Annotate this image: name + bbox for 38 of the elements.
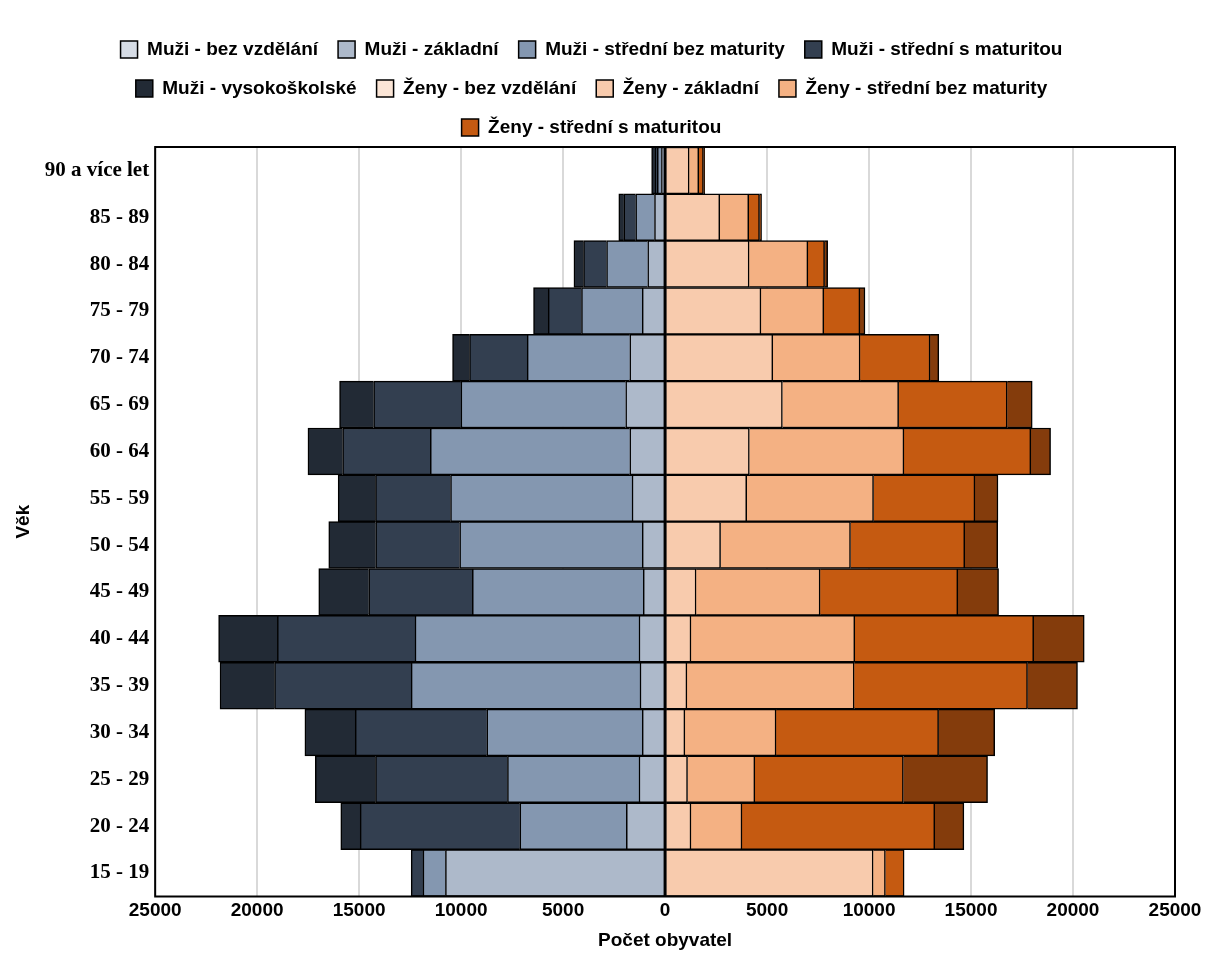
y-tick-label: 70 - 74	[89, 344, 150, 369]
y-tick-label: 40 - 44	[89, 625, 150, 650]
x-axis-title: Počet obyvatel	[598, 928, 733, 950]
x-tick-label: 20000	[1046, 899, 1100, 921]
legend-label: Muži - základní	[364, 37, 500, 59]
y-tick-label: 85 - 89	[89, 203, 150, 228]
legend-label: Muži - střední bez maturity	[545, 37, 786, 59]
x-tick-label: 15000	[944, 899, 998, 921]
legend-label: Muži - střední s maturitou	[831, 37, 1063, 59]
x-tick-label: 15000	[332, 899, 386, 921]
legend-label: Muži - vysokoškolské	[162, 76, 357, 98]
x-tick-label: 20000	[230, 899, 284, 921]
legend-label: Muži - bez vzdělání	[147, 37, 319, 59]
x-tick-label: 25000	[1148, 899, 1202, 921]
y-axis-title: Věk	[11, 504, 33, 539]
y-tick-label: 75 - 79	[89, 297, 150, 322]
x-tick-label: 0	[659, 899, 671, 921]
y-tick-label: 55 - 59	[89, 484, 150, 509]
y-tick-label: 90 a více let	[44, 156, 150, 181]
y-tick-label: 60 - 64	[89, 437, 150, 462]
x-tick-label: 25000	[128, 899, 182, 921]
y-tick-label: 15 - 19	[89, 859, 150, 884]
y-tick-label: 30 - 34	[89, 718, 150, 743]
y-tick-label: 45 - 49	[89, 578, 150, 603]
y-tick-label: 65 - 69	[89, 391, 150, 416]
legend-label: Ženy - střední bez maturity	[805, 76, 1048, 98]
y-tick-label: 20 - 24	[89, 812, 150, 837]
x-tick-label: 10000	[842, 899, 896, 921]
x-tick-label: 5000	[745, 899, 789, 921]
y-tick-label: 35 - 39	[89, 672, 150, 697]
legend-label: Ženy - základní	[622, 76, 760, 98]
y-tick-label: 25 - 29	[89, 765, 150, 790]
legend-label: Ženy - střední s maturitou	[488, 115, 722, 137]
y-tick-label: 80 - 84	[89, 250, 150, 275]
x-tick-label: 5000	[541, 899, 585, 921]
legend-label: Ženy - bez vzdělání	[403, 76, 577, 98]
y-tick-label: 50 - 54	[89, 531, 150, 556]
x-tick-label: 10000	[434, 899, 488, 921]
